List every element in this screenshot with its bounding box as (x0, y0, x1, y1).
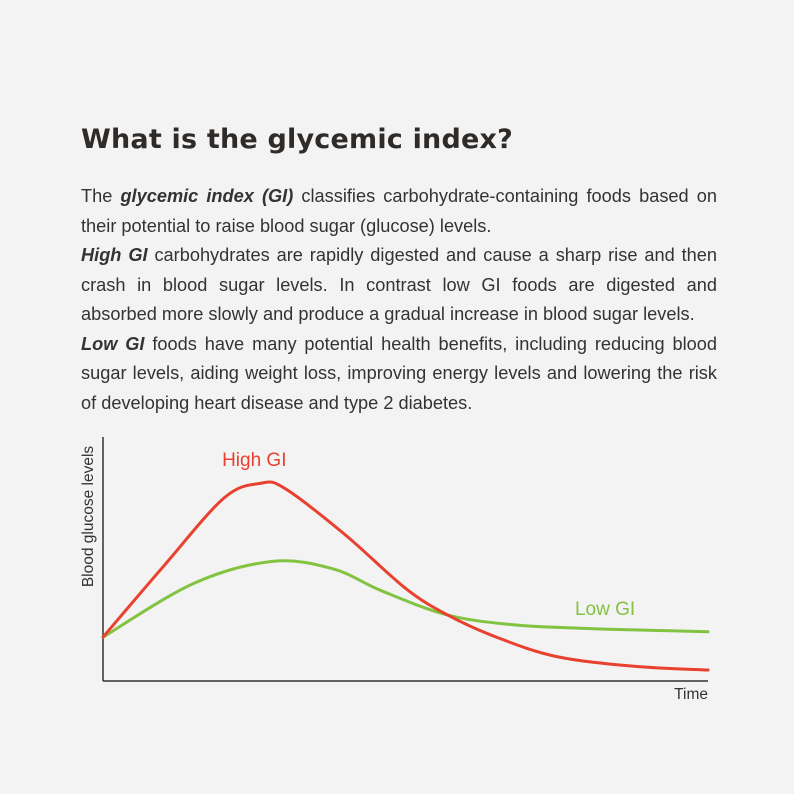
paragraph-rest: classifies carbohydrate-containing foods… (81, 186, 717, 236)
high-gi-label: High GI (222, 450, 286, 471)
paragraph-low-gi: Low GI foods have many potential health … (81, 330, 717, 419)
paragraph-intro: The glycemic index (GI) classifies carbo… (81, 182, 717, 241)
paragraph-rest: foods have many potential health benefit… (81, 333, 718, 413)
x-axis-label: Time (674, 686, 708, 703)
body-text: The glycemic index (GI) classifies carbo… (81, 182, 717, 418)
term-high-gi: High GI (81, 245, 148, 265)
term-glycemic-index: glycemic index (GI) (120, 186, 294, 206)
low-gi-label: Low GI (575, 599, 635, 620)
paragraph-rest: carbohydrates are rapidly digested and c… (81, 245, 717, 324)
high-gi-curve (101, 480, 710, 672)
term-low-gi: Low GI (81, 333, 145, 354)
page-title: What is the glycemic index? (81, 124, 513, 155)
paragraph-high-gi: High GI carbohydrates are rapidly digest… (81, 241, 717, 330)
low-gi-curve (101, 559, 710, 639)
paragraph-lead: The (81, 186, 121, 206)
y-axis-label: Blood glucose levels (80, 446, 97, 588)
